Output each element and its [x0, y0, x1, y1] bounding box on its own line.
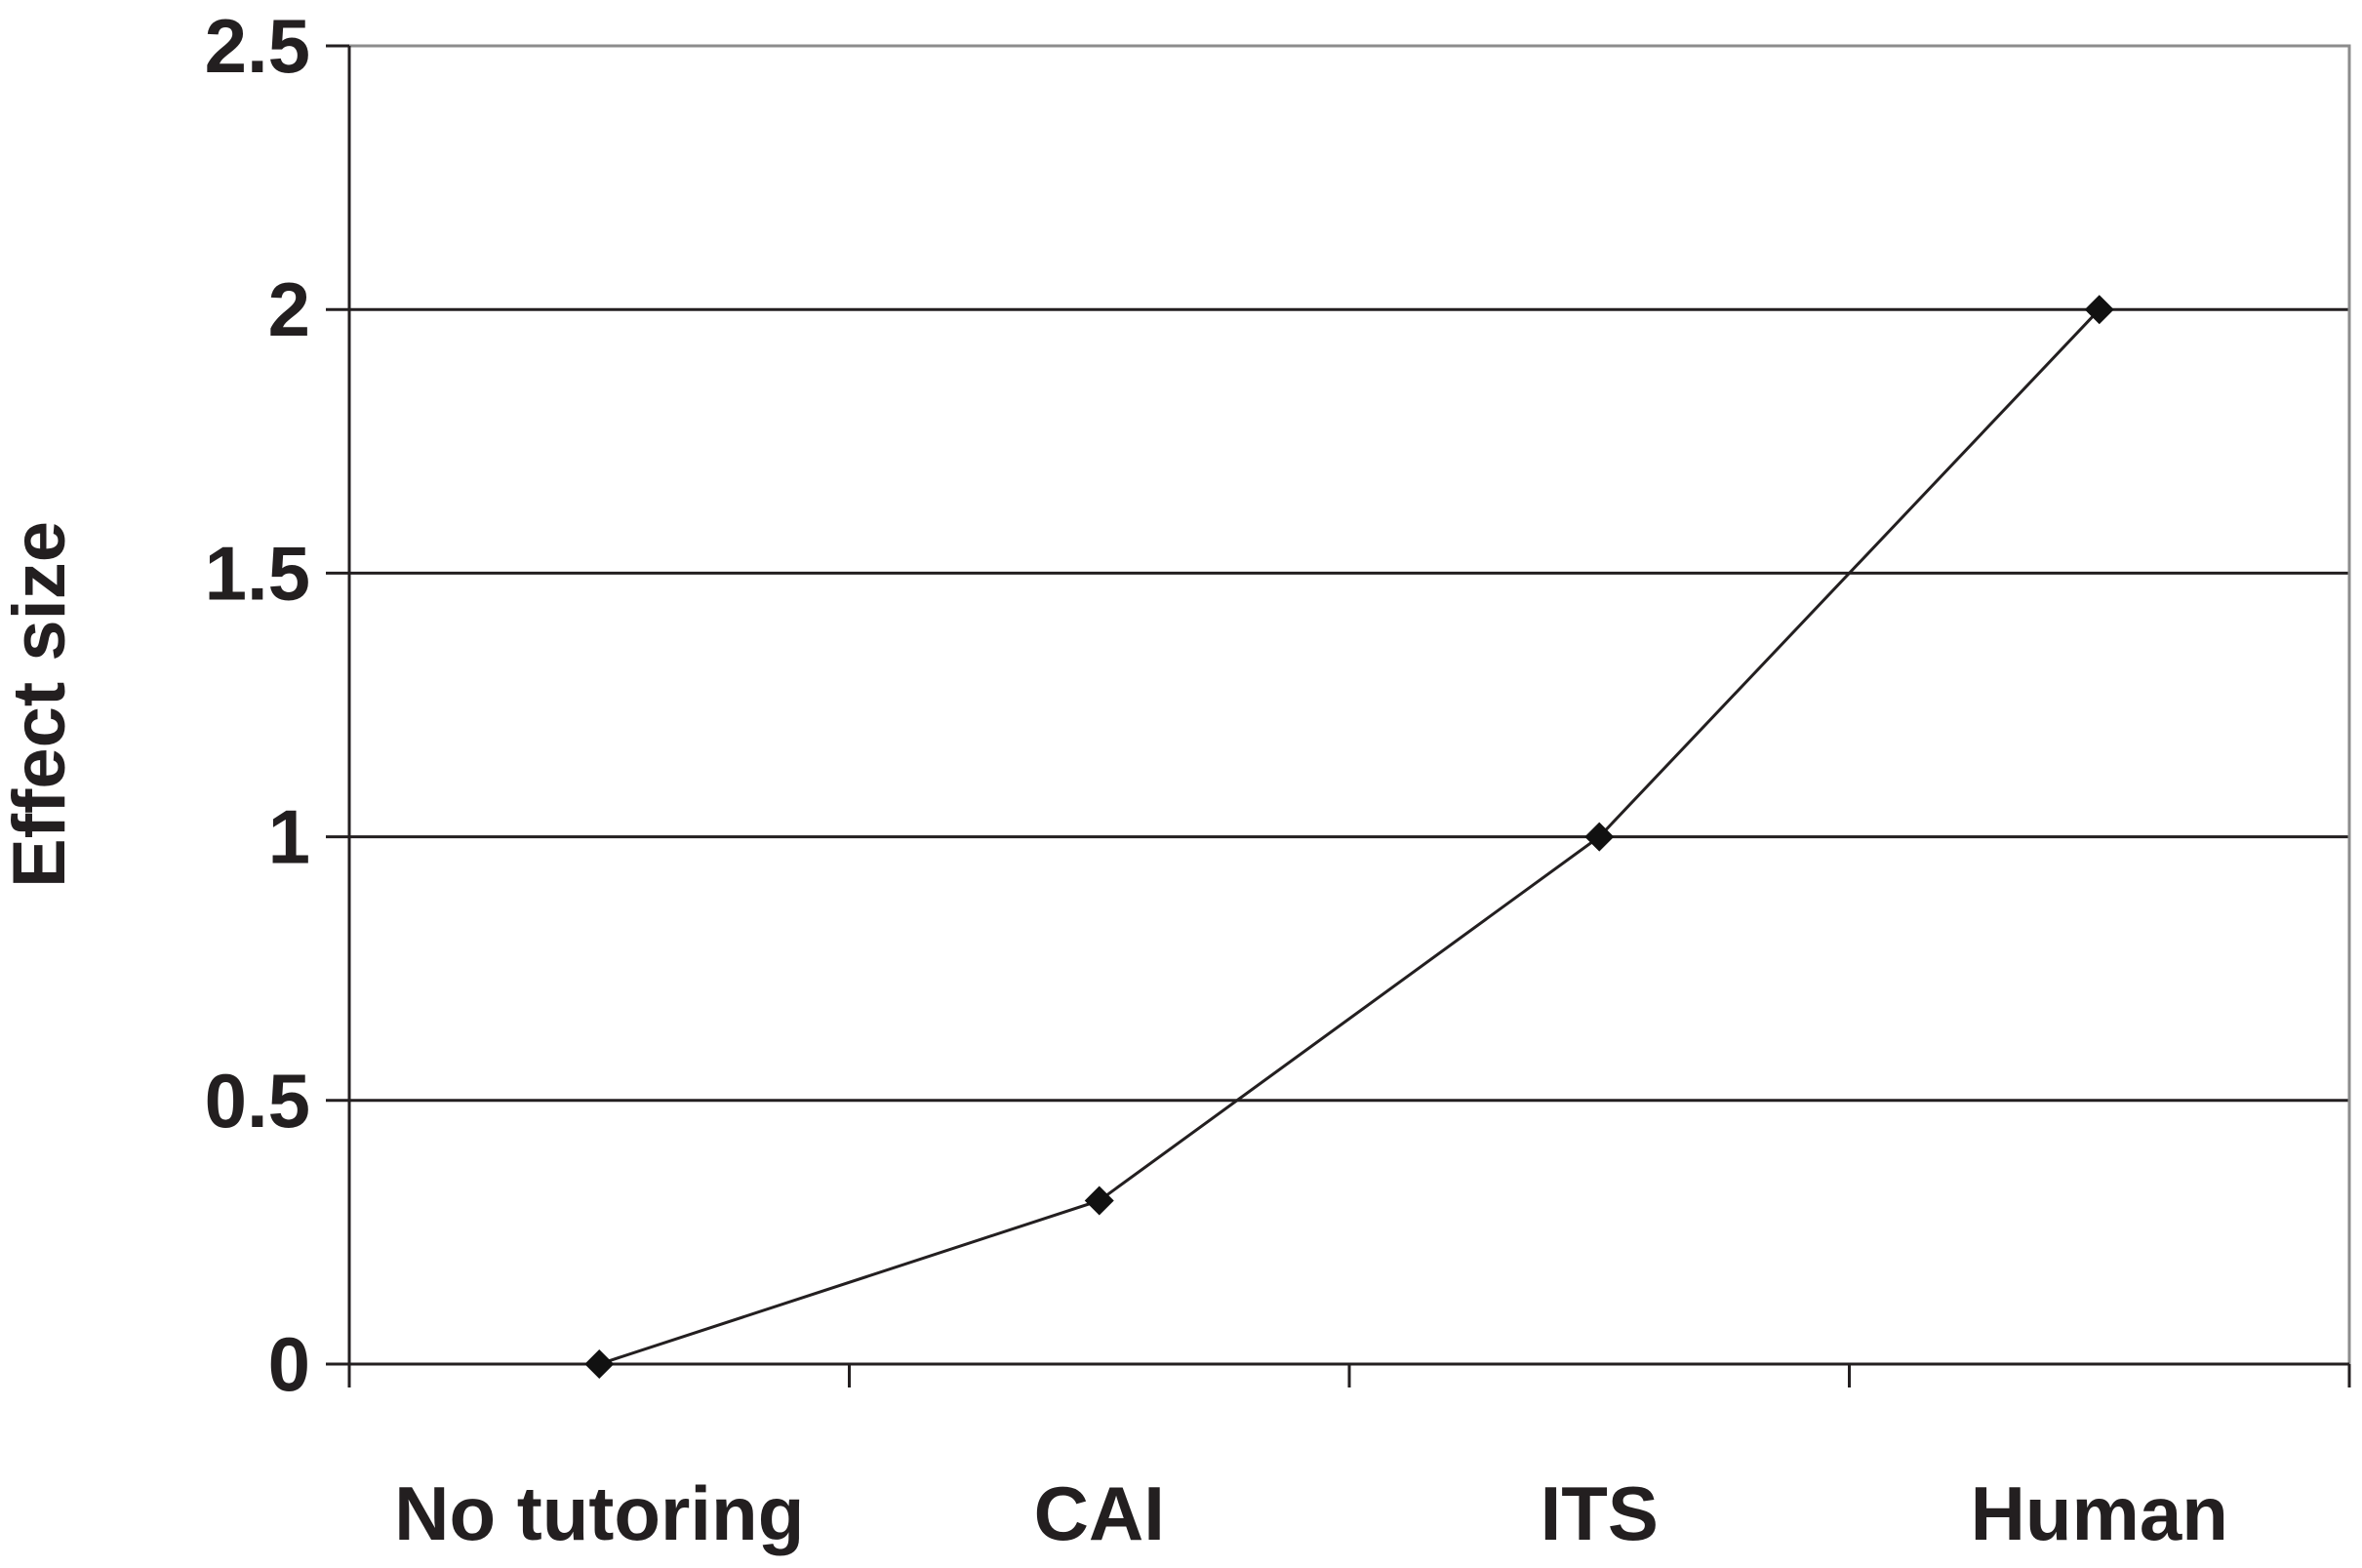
- y-tick-label: 0: [268, 1321, 310, 1407]
- y-tick-label: 1.5: [205, 530, 310, 616]
- x-tick-label: ITS: [1541, 1470, 1659, 1556]
- y-tick-label: 1: [268, 794, 310, 880]
- data-point-human: [2084, 295, 2114, 325]
- data-point-its: [1584, 822, 1615, 852]
- data-point-no-tutoring: [584, 1349, 615, 1379]
- x-axis-tick-labels: No tutoring CAI ITS Human: [394, 1470, 2228, 1556]
- x-tick-label: CAI: [1034, 1470, 1165, 1556]
- y-tick-label: 2.5: [205, 3, 310, 89]
- y-axis-tick-labels: 0 0.5 1 1.5 2 2.5: [205, 3, 310, 1407]
- series-group: [584, 295, 2114, 1379]
- data-point-cai: [1084, 1186, 1114, 1216]
- y-tick-label: 0.5: [205, 1058, 310, 1144]
- gridlines: [349, 307, 2349, 1103]
- x-tick-label: No tutoring: [394, 1470, 804, 1556]
- y-tick-label: 2: [268, 266, 310, 352]
- x-tick-label: Human: [1971, 1470, 2228, 1556]
- series-line: [598, 308, 2101, 1366]
- x-axis-ticks: [326, 44, 2351, 1387]
- y-axis-title: Effect size: [0, 521, 81, 888]
